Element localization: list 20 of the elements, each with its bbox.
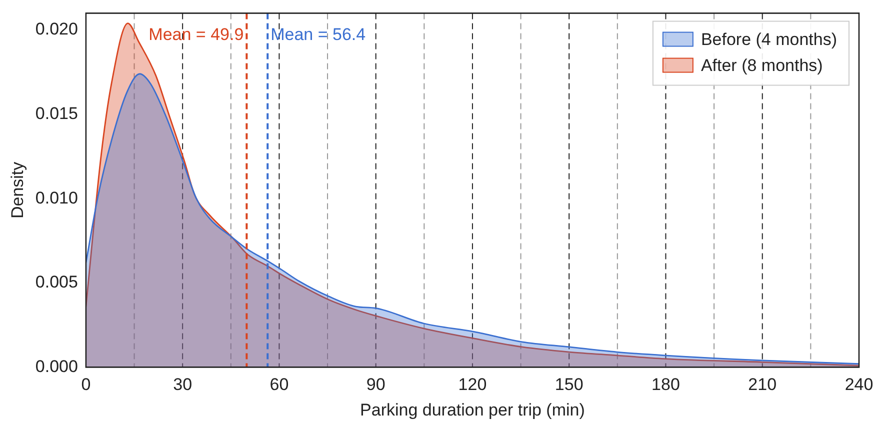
y-tick-label: 0.000 [35, 356, 78, 376]
y-tick-label: 0.005 [35, 272, 78, 292]
x-tick-label: 60 [270, 375, 289, 394]
x-tick-label: 90 [366, 375, 386, 394]
legend-label: Before (4 months) [700, 30, 838, 49]
x-tick-label: 180 [652, 375, 680, 394]
x-tick-label: 210 [748, 375, 777, 394]
y-tick-label: 0.010 [35, 188, 78, 208]
x-tick-label: 150 [554, 375, 584, 394]
x-tick-label: 0 [81, 375, 91, 394]
y-tick-label: 0.020 [35, 20, 78, 39]
ref-line-label: Mean = 56.4 [270, 24, 366, 44]
y-tick-label: 0.015 [35, 104, 78, 124]
y-axis-title: Density [8, 161, 27, 219]
x-tick-label: 120 [458, 375, 487, 394]
x-axis-title: Parking duration per trip (min) [360, 400, 585, 420]
x-tick-label: 240 [844, 375, 874, 394]
x-tick-label: 30 [173, 375, 192, 394]
legend-label: After (8 months) [700, 56, 823, 75]
ref-line-label: Mean = 49.9 [148, 24, 244, 44]
